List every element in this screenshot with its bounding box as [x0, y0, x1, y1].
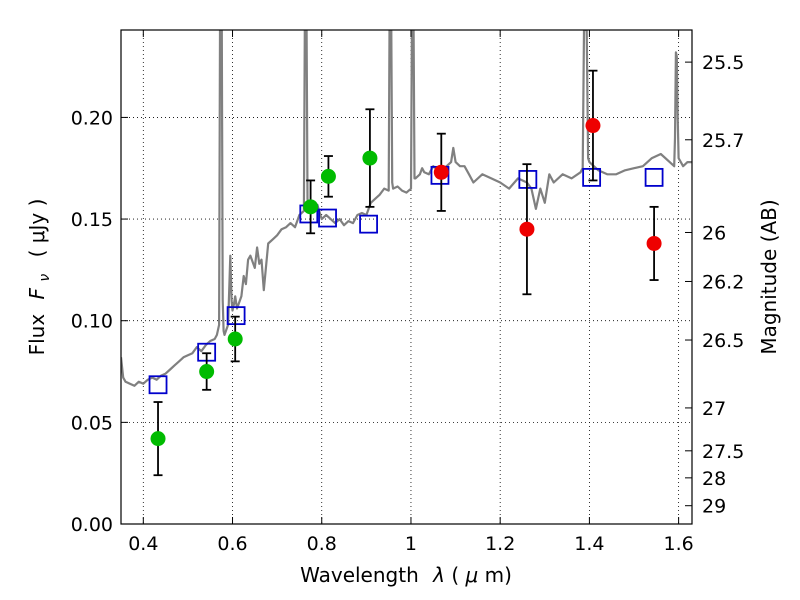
y2-tick-label: 27.5	[702, 441, 744, 463]
x-tick-label: 0.6	[217, 533, 247, 555]
y-axis-label-unit: ( μJy )	[25, 199, 49, 258]
x-axis-ticks: 0.4 0.6 0.8 1 1.2 1.4 1.6	[128, 30, 694, 555]
x-axis-label-unit-rest: m)	[485, 563, 512, 587]
x-axis-label-symbol: λ	[432, 563, 445, 587]
observed-optical-point	[320, 168, 336, 184]
model-photometry-square	[359, 214, 378, 234]
model-photometry-square	[582, 167, 602, 187]
y-axis-label-symbol: F	[25, 287, 49, 299]
y-axis-label-text: Flux	[25, 314, 49, 356]
x-tick-label: 0.8	[307, 533, 337, 555]
x-axis-label-unit-mu: μ	[465, 563, 479, 587]
observed-nir-point	[646, 235, 662, 251]
y2-tick-label: 26.5	[702, 330, 744, 352]
plot-background	[121, 30, 692, 524]
y2-tick-label: 28	[702, 468, 726, 490]
observed-nir-point	[433, 164, 449, 180]
y2-axis-label: Magnitude (AB)	[757, 199, 781, 354]
y-tick-label: 0.10	[71, 311, 113, 333]
y-tick-label: 0.20	[71, 107, 113, 129]
observed-optical-point	[199, 364, 215, 380]
y2-tick-label: 29	[702, 496, 726, 518]
observed-nir-point	[585, 118, 601, 134]
y-tick-label: 0.15	[71, 209, 113, 231]
y2-tick-label: 26.2	[702, 271, 744, 293]
y-axis-label-subscript: ν	[37, 274, 53, 282]
model-spectrum-line	[121, 30, 692, 387]
x-tick-label: 1.6	[664, 533, 694, 555]
observed-photometry-points	[150, 118, 662, 447]
x-tick-label: 1.2	[485, 533, 515, 555]
y-axis-label: Flux F ν ( μJy )	[25, 199, 54, 356]
y-tick-label: 0.00	[71, 514, 113, 536]
x-axis-label-unit-open: (	[451, 563, 459, 587]
y2-tick-label: 25.7	[702, 130, 744, 152]
x-axis-label-text: Wavelength	[300, 563, 419, 587]
x-axis-label: Wavelength λ ( μ m)	[300, 563, 512, 587]
model-photometry-square	[644, 167, 664, 187]
plot-frame	[120, 29, 693, 525]
y-axis-ticks: 0.00 0.05 0.10 0.15 0.20	[71, 107, 128, 536]
observed-optical-point	[150, 431, 166, 447]
y2-axis-ticks: 25.5 25.7 26 26.2 26.5 27 27.5 28 29	[685, 52, 744, 518]
observed-optical-point	[303, 199, 319, 215]
y2-tick-label: 26	[702, 222, 726, 244]
x-tick-label: 0.4	[128, 533, 158, 555]
model-photometry-square	[318, 208, 337, 228]
observed-nir-point	[519, 221, 535, 237]
observed-optical-point	[362, 150, 378, 166]
x-tick-label: 1.4	[574, 533, 604, 555]
x-tick-label: 1	[405, 533, 417, 555]
y2-tick-label: 25.5	[702, 52, 744, 74]
y2-tick-label: 27	[702, 398, 726, 420]
y-tick-label: 0.05	[71, 412, 113, 434]
model-photometry-square	[148, 375, 168, 395]
observed-optical-point	[227, 331, 243, 347]
